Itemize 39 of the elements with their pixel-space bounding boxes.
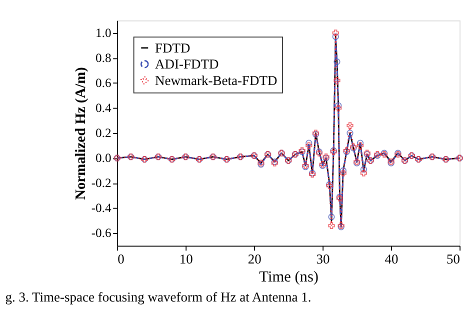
point (328, 222, 335, 229)
x-tick-label: 40 (384, 251, 399, 266)
point (335, 102, 342, 109)
point (346, 130, 354, 136)
legend-label: ADI-FDTD (154, 56, 219, 72)
point (340, 170, 346, 176)
point (332, 33, 339, 40)
x-axis-title: Time (ns) (259, 268, 318, 286)
point (328, 214, 335, 220)
point (334, 58, 340, 66)
point (306, 140, 312, 146)
x-tick-label: 20 (248, 251, 262, 266)
point (360, 166, 367, 173)
point (306, 142, 312, 149)
point (334, 77, 340, 84)
y-tick-label: 0.2 (96, 126, 112, 140)
point (332, 30, 339, 36)
legend-label: Newmark-Beta-FDTD (154, 72, 278, 88)
point (340, 167, 346, 174)
y-tick-label: 0.6 (96, 76, 112, 90)
y-tick-label: 0.0 (96, 151, 112, 166)
y-axis-title: Normalized Hz (A/m) (73, 66, 90, 200)
point (356, 142, 364, 149)
y-tick-label: -0.4 (91, 201, 112, 216)
y-tick-label: 1.0 (96, 26, 112, 40)
x-tick-label: 50 (446, 251, 460, 266)
x-tick-label: 0 (118, 251, 125, 266)
point (346, 122, 354, 129)
x-tick-label: 10 (179, 251, 194, 266)
x-tick-label: 30 (316, 251, 330, 266)
text: g. 3. Time-space focusing waveform of Hz at Antenna 1. (5, 290, 312, 305)
point (335, 104, 342, 112)
y-tick-label: -0.6 (91, 226, 112, 240)
y-tick-label: 0.4 (96, 101, 112, 116)
y-tick-label: -0.2 (91, 176, 112, 190)
y-tick-label: 0.8 (96, 51, 112, 66)
point (360, 170, 367, 176)
point (356, 140, 364, 146)
legend-label: FDTD (154, 40, 190, 56)
